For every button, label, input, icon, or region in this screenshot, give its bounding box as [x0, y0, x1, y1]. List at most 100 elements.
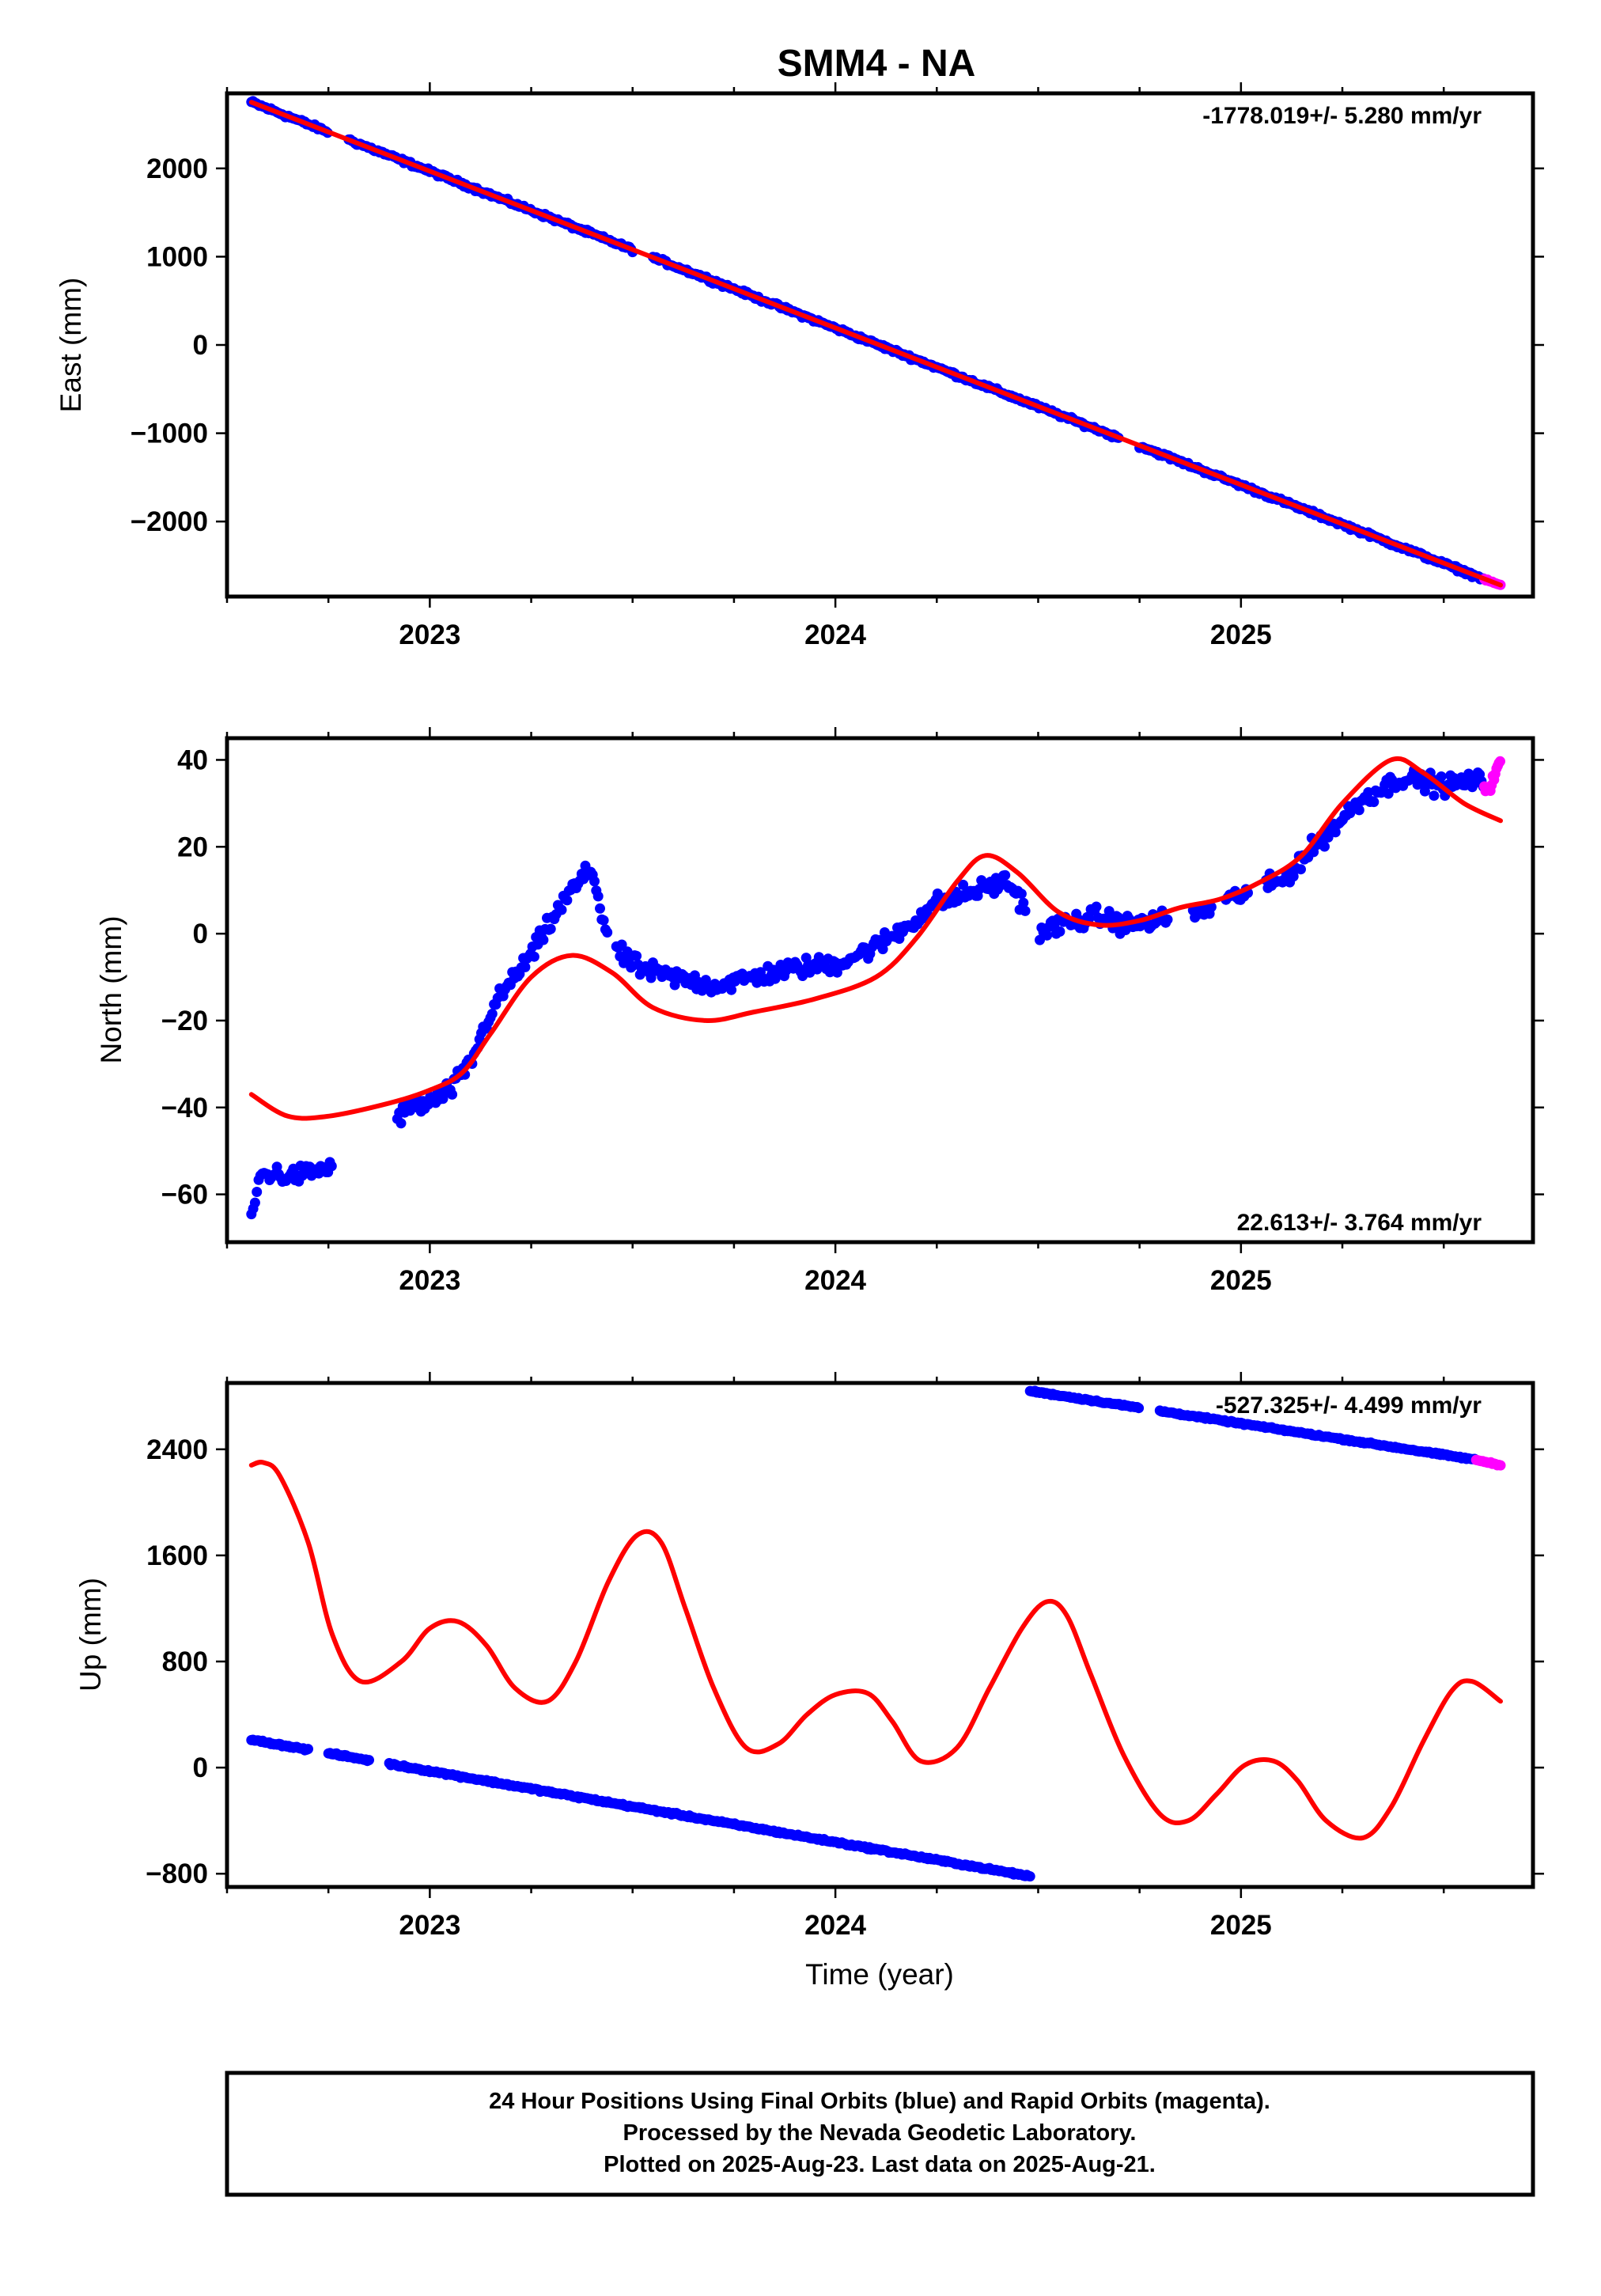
- footer-line-1: 24 Hour Positions Using Final Orbits (bl…: [489, 2089, 1270, 2114]
- east-y-tick-label: 0: [193, 330, 208, 361]
- north-final-point: [396, 1118, 407, 1129]
- up-final-orbits-points: [246, 1734, 1035, 1882]
- north-y-tick-label: −40: [161, 1093, 208, 1123]
- north-x-tick-label: 2025: [1210, 1265, 1272, 1296]
- north-final-point: [1020, 905, 1031, 916]
- north-final-point: [958, 879, 969, 890]
- north-final-point: [1436, 771, 1447, 782]
- up-y-tick-label: 2400: [146, 1434, 208, 1465]
- up-y-tick-label: −800: [146, 1858, 208, 1889]
- north-final-point: [1054, 926, 1065, 937]
- north-final-point: [616, 939, 627, 950]
- east-rate-label: -1778.019+/- 5.280 mm/yr: [1202, 103, 1482, 129]
- north-y-tick-label: 40: [177, 744, 208, 775]
- footer-box: 24 Hour Positions Using Final Orbits (bl…: [225, 2071, 1535, 2197]
- north-y-tick-label: −20: [161, 1006, 208, 1036]
- north-y-axis-label: North (mm): [95, 915, 127, 1063]
- north-final-point: [486, 1008, 498, 1019]
- up-final-point: [1134, 1403, 1145, 1414]
- up-panel: 2023 2024 2025 2400 1600 800 0 −800 Up (mm) -52…: [74, 1372, 1544, 1991]
- north-final-point: [326, 1161, 337, 1172]
- north-final-point: [877, 944, 888, 955]
- north-final-point: [1018, 897, 1029, 908]
- north-final-point: [813, 952, 824, 963]
- up-y-tick-label: 800: [162, 1646, 208, 1677]
- up-final-point: [303, 1744, 313, 1755]
- north-final-point: [437, 1093, 449, 1104]
- north-final-point: [1016, 888, 1027, 900]
- north-final-point: [538, 934, 549, 945]
- north-y-tick-label: 20: [177, 832, 208, 862]
- north-plot-frame: [225, 736, 1535, 1245]
- up-plot-frame: [225, 1381, 1535, 1889]
- up-rate-label: -527.325+/- 4.499 mm/yr: [1216, 1392, 1482, 1419]
- east-x-tick-label: 2024: [804, 619, 866, 650]
- north-final-point: [1353, 805, 1364, 816]
- east-y-tick-label: 2000: [146, 153, 208, 184]
- north-final-point: [520, 961, 531, 972]
- north-final-orbits-points: [246, 764, 1489, 1220]
- north-rapid-orbits-points: [1479, 756, 1505, 797]
- east-y-tick-label: 1000: [146, 241, 208, 272]
- chart-title: SMM4 - NA: [778, 43, 976, 85]
- north-final-point: [249, 1197, 260, 1208]
- north-final-point: [1368, 797, 1380, 808]
- north-x-tick-label: 2023: [399, 1265, 460, 1296]
- footer-line-2: Processed by the Nevada Geodetic Laborat…: [623, 2120, 1137, 2146]
- north-rate-label: 22.613+/- 3.764 mm/yr: [1237, 1210, 1482, 1236]
- north-final-point: [252, 1187, 263, 1197]
- up-x-tick-label: 2023: [399, 1910, 460, 1941]
- north-final-point: [556, 904, 567, 915]
- north-final-point: [589, 876, 600, 887]
- east-panel: 2023 2024 2025 2000 1000 0 −1000 −2000 East (mm…: [55, 82, 1544, 650]
- north-final-point: [1323, 832, 1334, 843]
- north-final-point: [528, 951, 539, 962]
- footer-line-3: Plotted on 2025-Aug-23. Last data on 202…: [604, 2152, 1156, 2177]
- north-final-point: [726, 984, 737, 995]
- north-final-point: [1000, 870, 1011, 881]
- up-x-tick-label: 2024: [804, 1910, 866, 1941]
- up-y-tick-label: 1600: [146, 1540, 208, 1571]
- north-final-point: [631, 950, 642, 961]
- north-final-point: [1162, 914, 1173, 925]
- north-y-tick-label: −60: [161, 1180, 208, 1211]
- north-final-point: [592, 891, 604, 902]
- north-final-point: [831, 967, 842, 978]
- north-final-point: [447, 1089, 458, 1100]
- north-model-curve: [248, 756, 1503, 1121]
- up-final-orbits-points: [1024, 1385, 1482, 1465]
- east-y-tick-label: −2000: [131, 506, 208, 537]
- north-final-point: [1091, 901, 1102, 912]
- up-x-tick-label: 2025: [1210, 1910, 1272, 1941]
- east-x-tick-label: 2023: [399, 619, 460, 650]
- north-y-tick-label: 0: [193, 919, 208, 949]
- north-final-point: [1330, 827, 1341, 838]
- up-y-tick-label: 0: [193, 1752, 208, 1783]
- up-rapid-point: [1495, 1460, 1506, 1471]
- up-model-curve: [248, 1460, 1503, 1841]
- up-rapid-orbits-points: [1470, 1454, 1506, 1471]
- up-final-point: [364, 1755, 374, 1766]
- east-model-curve: [248, 100, 1503, 588]
- north-x-tick-label: 2024: [804, 1265, 866, 1296]
- north-final-point: [1429, 790, 1440, 801]
- north-final-point: [595, 903, 605, 914]
- up-final-point: [1024, 1871, 1035, 1882]
- north-final-point: [1296, 864, 1306, 875]
- east-x-tick-label: 2025: [1210, 619, 1272, 650]
- north-final-point: [545, 923, 556, 934]
- north-rapid-point: [1495, 756, 1505, 767]
- x-axis-label: Time (year): [805, 1958, 954, 1991]
- north-final-point: [1288, 871, 1299, 882]
- north-final-point: [598, 915, 609, 926]
- footer-frame: [225, 2071, 1535, 2197]
- up-y-axis-label: Up (mm): [74, 1578, 107, 1692]
- east-y-tick-label: −1000: [131, 419, 208, 449]
- north-final-point: [1042, 930, 1053, 941]
- north-final-point: [1205, 901, 1217, 912]
- north-panel: 2023 2024 2025 40 20 0 −20 −40 −60 North (mm) 22…: [95, 727, 1544, 1296]
- east-y-axis-label: East (mm): [55, 278, 87, 413]
- north-final-point: [1319, 841, 1330, 852]
- north-final-point: [602, 927, 613, 938]
